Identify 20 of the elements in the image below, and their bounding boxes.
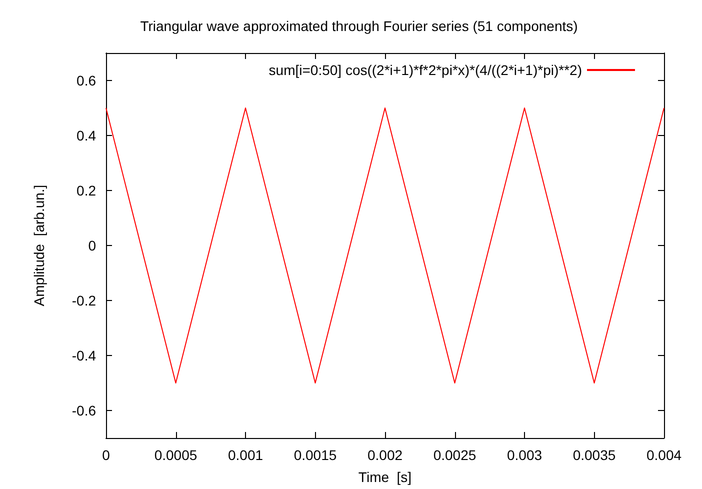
x-tick-label: 0.003	[506, 447, 542, 463]
x-tick-label: 0	[102, 447, 110, 463]
x-tick-label: 0.004	[646, 447, 682, 463]
x-tick-label: 0.001	[228, 447, 264, 463]
y-tick-label: 0	[88, 238, 96, 254]
x-tick-label: 0.0005	[154, 447, 198, 463]
x-tick-label: 0.002	[367, 447, 403, 463]
y-tick-label: -0.4	[72, 348, 96, 364]
x-tick-label: 0.0025	[433, 447, 476, 463]
y-axis-title: Amplitude [arb.un.]	[31, 184, 47, 306]
y-tick-label: -0.2	[72, 292, 96, 308]
chart-title: Triangular wave approximated through Fourier series (51 components)	[140, 18, 578, 34]
x-tick-label: 0.0035	[572, 447, 616, 463]
x-axis-title: Time [s]	[358, 469, 412, 485]
y-tick-label: 0.6	[76, 72, 96, 88]
y-tick-label: 0.2	[76, 182, 96, 198]
y-tick-label: 0.4	[76, 128, 96, 144]
y-tick-label: -0.6	[72, 402, 96, 418]
legend-label: sum[i=0:50] cos((2*i+1)*f*2*pi*x)*(4/((2*i+1)*pi)**2)	[268, 62, 582, 78]
x-tick-label: 0.0015	[294, 447, 337, 463]
